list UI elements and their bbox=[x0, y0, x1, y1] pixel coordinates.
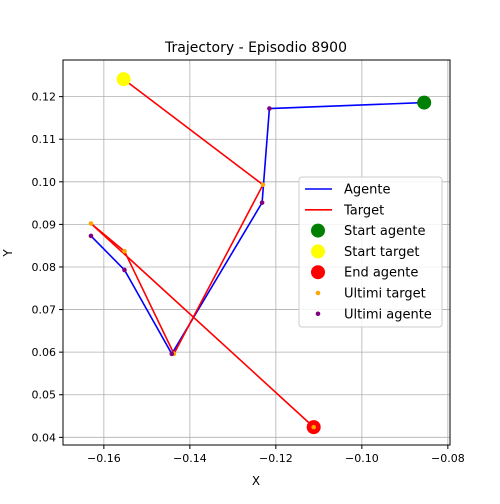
y-tick-label-7: 0.11 bbox=[32, 133, 57, 146]
y-tick-label-2: 0.06 bbox=[32, 346, 57, 359]
x-tick-label-2: −0.12 bbox=[259, 452, 293, 465]
y-axis-label: Y bbox=[1, 249, 15, 258]
y-tick-label-3: 0.07 bbox=[32, 304, 57, 317]
y-tick-label-4: 0.08 bbox=[32, 261, 57, 274]
legend-label-start-agente: Start agente bbox=[344, 224, 425, 239]
y-tick-label-5: 0.09 bbox=[32, 218, 57, 231]
x-tick-label-1: −0.14 bbox=[173, 452, 207, 465]
series-line-agente bbox=[90, 101, 425, 356]
point-ultimi-target-3 bbox=[88, 221, 94, 226]
legend-swatch-start-target bbox=[311, 244, 325, 259]
point-ultimi-target-4 bbox=[311, 424, 316, 430]
legend-label-end-agente: End agente bbox=[344, 266, 418, 281]
y-tick-label-8: 0.12 bbox=[32, 91, 57, 104]
point-ultimi-agente-4 bbox=[267, 106, 272, 111]
point-start-target-0 bbox=[116, 72, 131, 87]
point-ultimi-target-0 bbox=[260, 182, 266, 188]
legend-swatch-end-agente bbox=[311, 265, 325, 280]
chart-title: Trajectory - Episodio 8900 bbox=[164, 40, 347, 56]
point-ultimi-target-2 bbox=[122, 248, 127, 254]
point-ultimi-agente-3 bbox=[259, 200, 265, 205]
legend-swatch-ultimi-target bbox=[315, 290, 321, 296]
series-layer bbox=[88, 72, 432, 435]
legend-label-ultimi-agente: Ultimi agente bbox=[344, 307, 432, 322]
legend-swatch-start-agente bbox=[311, 223, 325, 238]
point-ultimi-agente-0 bbox=[88, 233, 94, 239]
x-axis-label: X bbox=[252, 474, 260, 488]
legend-label-agente: Agente bbox=[344, 183, 390, 198]
y-tick-label-1: 0.05 bbox=[32, 389, 57, 402]
legend-label-target: Target bbox=[343, 203, 384, 218]
point-start-agente-0 bbox=[417, 95, 432, 110]
legend: Agente Target Start agente Start target End … bbox=[298, 176, 443, 328]
point-ultimi-agente-2 bbox=[169, 351, 175, 357]
legend-swatch-ultimi-agente bbox=[315, 311, 321, 317]
legend-label-ultimi-target: Ultimi target bbox=[344, 287, 426, 302]
point-ultimi-agente-1 bbox=[122, 267, 127, 273]
y-tick-label-6: 0.10 bbox=[32, 176, 57, 189]
legend-label-start-target: Start target bbox=[344, 245, 419, 260]
x-tick-label-3: −0.10 bbox=[345, 452, 379, 465]
x-tick-label-0: −0.16 bbox=[87, 452, 121, 465]
axis-ticks: −0.16 −0.14 −0.12 −0.10 −0.08 0.04 0.05 0.06 0.0… bbox=[32, 91, 465, 465]
series-line-target bbox=[90, 78, 315, 428]
y-tick-label-0: 0.04 bbox=[32, 431, 57, 444]
x-tick-label-4: −0.08 bbox=[431, 452, 465, 465]
legend-box bbox=[298, 176, 443, 328]
plot-frame bbox=[62, 59, 451, 446]
